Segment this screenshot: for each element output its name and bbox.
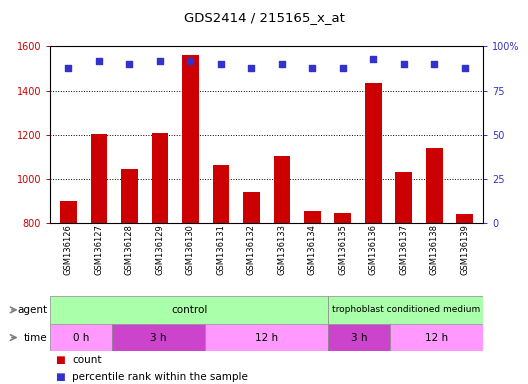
Point [400, 61, 408, 67]
Point [278, 61, 286, 67]
Point [247, 65, 256, 71]
Text: 3 h: 3 h [351, 333, 367, 343]
Bar [395, 172, 412, 223]
Point [308, 65, 317, 71]
Point [95, 58, 103, 64]
Bar [274, 156, 290, 223]
Text: 3 h: 3 h [150, 333, 167, 343]
Bar [121, 169, 138, 223]
Bar [205, 324, 328, 351]
Text: agent: agent [17, 305, 48, 315]
Bar [456, 214, 473, 223]
Bar [152, 132, 168, 223]
Text: 12 h: 12 h [425, 333, 448, 343]
Bar [112, 324, 205, 351]
Bar [91, 134, 107, 223]
Text: count: count [72, 355, 102, 365]
Bar [328, 296, 483, 324]
Bar [390, 324, 483, 351]
Point [186, 58, 195, 64]
Point [369, 56, 378, 62]
Text: time: time [24, 333, 48, 343]
Text: GDS2414 / 215165_x_at: GDS2414 / 215165_x_at [184, 12, 344, 25]
Bar [212, 165, 229, 223]
Point [430, 61, 439, 67]
Point [460, 65, 469, 71]
Point [125, 61, 134, 67]
Point [156, 58, 164, 64]
Bar [334, 212, 351, 223]
Text: trophoblast conditioned medium: trophoblast conditioned medium [332, 305, 480, 314]
Text: 0 h: 0 h [73, 333, 89, 343]
Text: ■: ■ [55, 372, 65, 382]
Bar [328, 324, 390, 351]
Bar [50, 324, 112, 351]
Bar [50, 296, 328, 324]
Bar [243, 192, 260, 223]
Text: percentile rank within the sample: percentile rank within the sample [72, 372, 248, 382]
Point [338, 65, 347, 71]
Point [216, 61, 225, 67]
Bar [365, 83, 382, 223]
Text: ■: ■ [55, 355, 65, 365]
Bar [60, 201, 77, 223]
Text: control: control [171, 305, 208, 315]
Bar [426, 148, 442, 223]
Bar [304, 211, 321, 223]
Point [64, 65, 73, 71]
Bar [182, 55, 199, 223]
Text: 12 h: 12 h [255, 333, 278, 343]
